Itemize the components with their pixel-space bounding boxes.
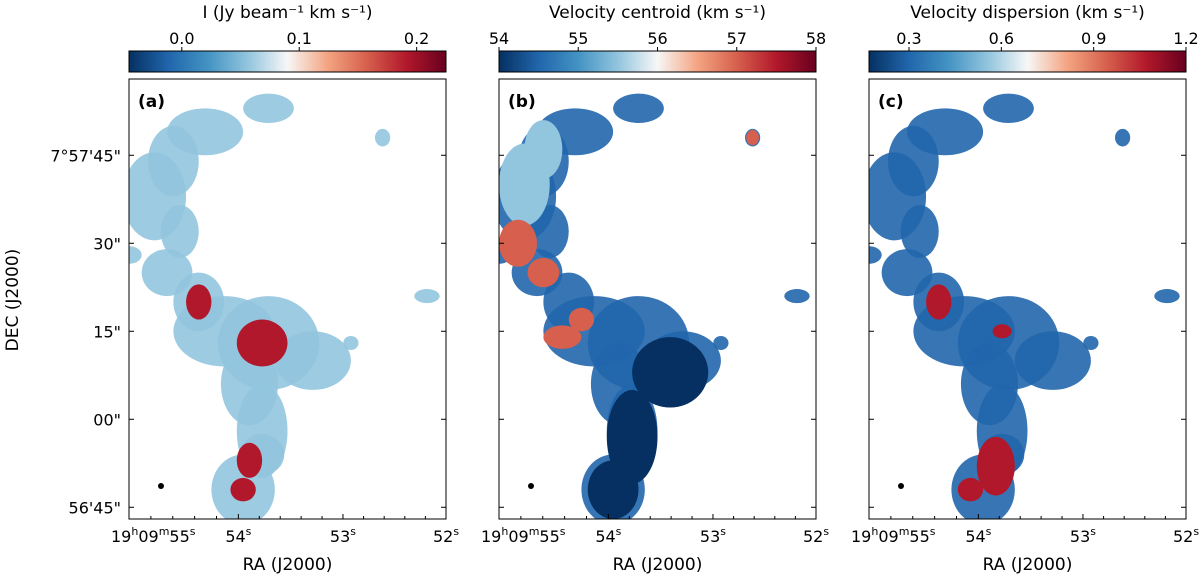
panel-b: Velocity centroid (km s⁻¹) 54 55 56 57 58 (b) 1… — [481, 3, 829, 575]
emission-map — [129, 93, 440, 519]
broad-line-south — [976, 436, 1015, 496]
ra-tick-label: 53s — [1070, 525, 1096, 546]
emission-blob — [1114, 128, 1131, 147]
dec-axis-label: DEC (J2000) — [3, 249, 23, 352]
colorbar-label: Velocity centroid (km s⁻¹) — [549, 3, 766, 23]
ra-tick-label: 53s — [700, 525, 726, 546]
broad-line-tip — [957, 477, 984, 502]
core-south-tip — [230, 477, 256, 502]
colorbar-tick-label: 0.2 — [404, 29, 429, 48]
ra-tick-label: 19h09m55s — [111, 525, 196, 546]
dec-tick-label: 7°57'45" — [50, 146, 121, 165]
dec-tick-label: 56'45" — [69, 498, 121, 517]
redshift-knot — [568, 307, 595, 332]
emission-blob — [343, 335, 359, 351]
ra-tick-label: 19h09m55s — [851, 525, 936, 546]
ra-tick-label: 52s — [803, 525, 829, 546]
broad-line-hub — [992, 324, 1012, 339]
panel-a: I (Jy beam⁻¹ km s⁻¹) 0.0 0.1 0.2 (a) 7°57'45"… — [50, 3, 459, 575]
colorbar-tick-label: 58 — [806, 29, 826, 48]
emission-blob — [414, 289, 440, 304]
emission-blob — [983, 93, 1034, 124]
colorbar — [128, 50, 447, 73]
emission-blob — [243, 93, 294, 124]
ra-tick-label: 52s — [433, 525, 459, 546]
colorbar-tick-label: 55 — [568, 29, 588, 48]
axes-frame — [868, 78, 1187, 520]
colorbar-label: I (Jy beam⁻¹ km s⁻¹) — [202, 3, 372, 23]
colorbar-tick-label: 56 — [647, 29, 667, 48]
broad-line-shoulder — [926, 284, 952, 320]
emission-blob — [374, 128, 391, 147]
emission-blob — [530, 205, 569, 258]
blueshift-region — [606, 389, 658, 484]
ra-tick-label: 54s — [965, 525, 991, 546]
emission-blob — [784, 289, 810, 304]
blueshift-region — [632, 337, 709, 408]
redshift-bridge — [543, 325, 582, 349]
ra-axis-label: RA (J2000) — [983, 555, 1073, 575]
colorbar-tick-label: 0.9 — [1081, 29, 1106, 48]
ra-tick-label: 54s — [595, 525, 621, 546]
core-central-hub — [236, 319, 288, 367]
emission-blob — [907, 108, 984, 156]
ra-axis-label: RA (J2000) — [243, 555, 333, 575]
colorbar-tick-label: 0.6 — [989, 29, 1014, 48]
core-left-shoulder — [186, 284, 212, 320]
ra-tick-label: 54s — [225, 525, 251, 546]
systemic-region — [524, 120, 563, 179]
beam-marker — [898, 483, 904, 489]
beam-marker — [528, 483, 534, 489]
colorbar — [498, 50, 817, 73]
blueshift-region — [587, 460, 639, 519]
ra-axis-label: RA (J2000) — [613, 555, 703, 575]
panel-label: (b) — [508, 92, 536, 112]
ra-tick-label: 53s — [330, 525, 356, 546]
emission-blob — [160, 205, 199, 258]
colorbar-tick-label: 57 — [727, 29, 747, 48]
emission-blob — [613, 93, 664, 124]
panel-label: (c) — [878, 92, 904, 112]
colorbar-tick-label: 0.0 — [169, 29, 194, 48]
redshift-west-arc — [499, 219, 538, 267]
emission-blob — [1083, 335, 1099, 351]
redshift-inner-arc — [527, 257, 560, 288]
core-south-ridge — [236, 442, 263, 478]
emission-map — [499, 93, 810, 519]
dec-tick-label: 00" — [93, 410, 121, 429]
emission-map — [869, 93, 1180, 519]
colorbar-tick-label: 0.3 — [896, 29, 921, 48]
colorbar-tick-label: 54 — [489, 29, 509, 48]
colorbar-tick-label: 1.2 — [1173, 29, 1198, 48]
redshift-ne-clump — [746, 130, 759, 146]
emission-blob — [900, 205, 939, 258]
axes-frame — [128, 78, 447, 520]
ra-tick-label: 19h09m55s — [481, 525, 566, 546]
emission-blob — [167, 108, 244, 156]
emission-blob — [1014, 331, 1091, 390]
ra-tick-label: 52s — [1173, 525, 1199, 546]
beam-marker — [158, 483, 164, 489]
emission-blob — [713, 335, 729, 351]
dec-tick-label: 30" — [93, 234, 121, 253]
colorbar — [868, 50, 1187, 73]
axes-frame — [498, 78, 817, 520]
colorbar-label: Velocity dispersion (km s⁻¹) — [910, 3, 1145, 23]
emission-blob — [274, 331, 351, 390]
emission-blob — [869, 246, 882, 264]
emission-blob — [1154, 289, 1180, 304]
dec-tick-label: 15" — [93, 322, 121, 341]
emission-blob — [129, 246, 142, 264]
colorbar-tick-label: 0.1 — [287, 29, 312, 48]
panel-c: Velocity dispersion (km s⁻¹) 0.3 0.6 0.9 1.2… — [851, 3, 1199, 575]
panel-label: (a) — [138, 92, 165, 112]
